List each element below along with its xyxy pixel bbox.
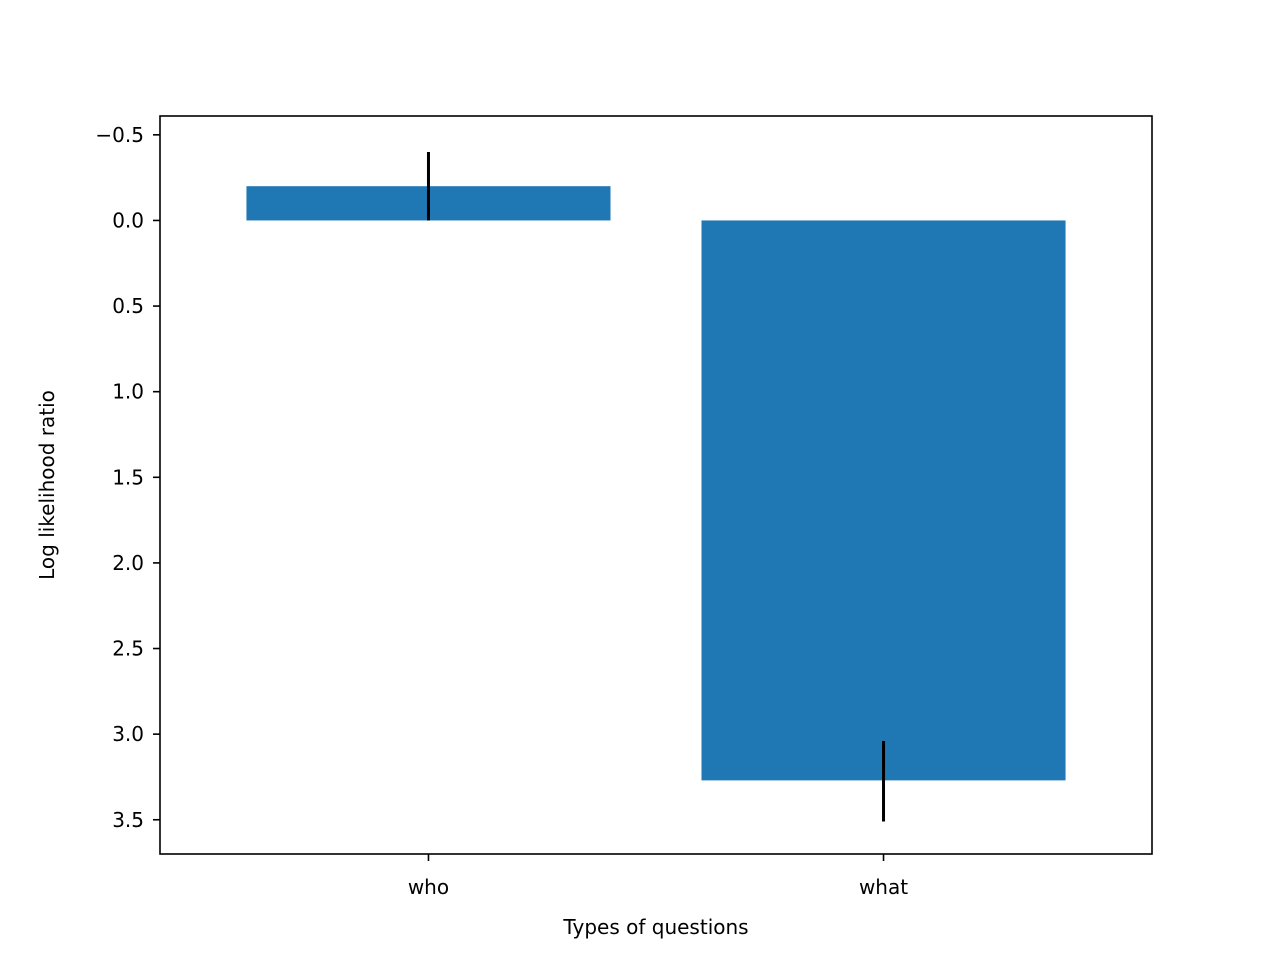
y-tick-label: 0.0	[112, 208, 144, 232]
y-tick-label: 1.0	[112, 380, 144, 404]
y-tick-label: −0.5	[95, 123, 144, 147]
y-tick-label: 2.5	[112, 637, 144, 661]
bars-layer	[246, 186, 1066, 781]
x-axis: who what	[408, 854, 908, 899]
y-tick-label: 0.5	[112, 294, 144, 318]
y-tick-label: 2.0	[112, 551, 144, 575]
y-axis-label: Log likelihood ratio	[35, 390, 59, 580]
error-bars-layer	[426, 151, 886, 822]
y-tick-label: 1.5	[112, 465, 144, 489]
x-axis-label: Types of questions	[562, 915, 748, 939]
x-tick-label-what: what	[859, 875, 908, 899]
plot-area-frame	[159, 115, 1153, 855]
y-axis: −0.5 0.0 0.5 1.0 1.5 2.0 2.5 3.0 3.5	[95, 123, 160, 832]
y-tick-label: 3.5	[112, 808, 144, 832]
x-tick-label-who: who	[408, 875, 449, 899]
bar-what	[701, 220, 1066, 781]
y-tick-label: 3.0	[112, 722, 144, 746]
